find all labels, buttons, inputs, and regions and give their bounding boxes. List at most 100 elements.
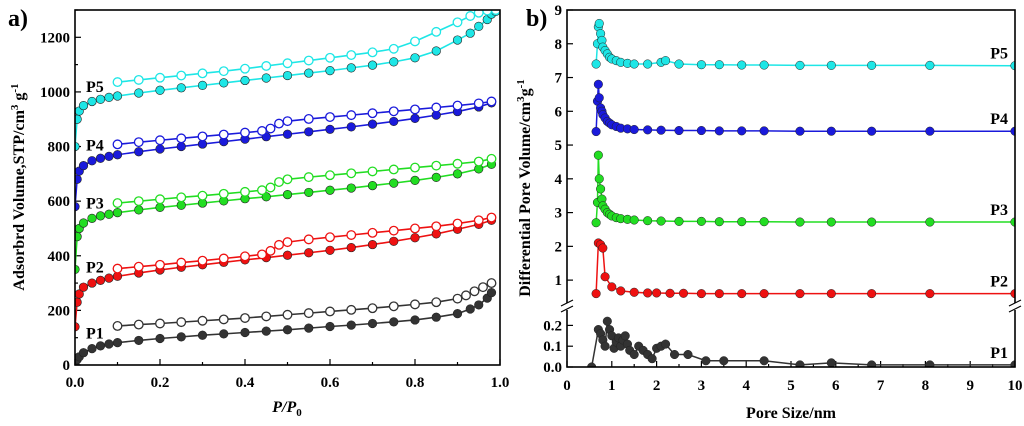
pore-line-p3 xyxy=(595,155,1015,223)
pore-line-p2 xyxy=(595,241,1015,295)
desorption-point-p3 xyxy=(112,198,123,209)
panel-b-y-tick-label: 8 xyxy=(555,37,563,53)
desorption-point-p4 xyxy=(325,112,335,122)
pore-point-p5 xyxy=(795,60,805,70)
desorption-point-p5 xyxy=(346,50,357,61)
adsorption-point-p5 xyxy=(304,68,314,78)
series-label-p3: P3 xyxy=(86,196,104,213)
panel-a-y-tick-label: 800 xyxy=(48,140,71,156)
panel-a-x-tick-label: 0.0 xyxy=(66,375,85,391)
series-p4 xyxy=(75,96,497,212)
adsorption-point-p4 xyxy=(389,116,399,127)
pore-point-p2 xyxy=(678,288,689,298)
pore-point-p1 xyxy=(867,360,877,367)
adsorption-point-p1 xyxy=(486,288,497,298)
pore-point-p1 xyxy=(925,360,935,367)
adsorption-point-p2 xyxy=(87,278,97,288)
adsorption-point-p5 xyxy=(197,80,208,90)
adsorption-point-p4 xyxy=(304,127,314,137)
adsorption-point-p3 xyxy=(75,232,82,242)
adsorption-point-p3 xyxy=(325,185,335,195)
adsorption-point-p2 xyxy=(75,322,80,332)
series-label-p2: P2 xyxy=(86,259,104,276)
panel-b-y-tick-label: 6 xyxy=(555,104,563,120)
pore-line-p4 xyxy=(595,84,1015,132)
panel-b-x-tick-label: 9 xyxy=(966,378,974,394)
pore-point-p1 xyxy=(719,356,729,366)
adsorption-point-p1 xyxy=(367,318,378,329)
pore-point-p3 xyxy=(674,216,684,226)
adsorption-point-p4 xyxy=(346,122,356,132)
desorption-point-p1 xyxy=(469,286,480,297)
pore-point-p5 xyxy=(661,56,671,66)
desorption-point-p1 xyxy=(112,321,123,331)
panel-b-x-tick-label: 3 xyxy=(698,378,706,394)
adsorption-point-p4 xyxy=(104,151,114,161)
desorption-point-p4 xyxy=(346,110,357,121)
panel-b-frame xyxy=(566,9,1016,368)
desorption-point-p1 xyxy=(282,309,293,320)
panel-a-x-tick-label: 1.0 xyxy=(491,375,510,391)
adsorption-point-p5 xyxy=(75,114,82,124)
panel-b-y-tick-label: 0.2 xyxy=(543,318,562,334)
pore-point-p2 xyxy=(652,288,662,298)
panel-b-y-tick-label: 9 xyxy=(555,3,563,19)
panel-a-label: a) xyxy=(8,6,28,32)
adsorption-point-p5 xyxy=(95,94,106,104)
pore-series-label-p5: P5 xyxy=(990,46,1008,63)
pore-series-label-p3: P3 xyxy=(990,202,1008,219)
desorption-point-p1 xyxy=(303,308,314,319)
series-label-p4: P4 xyxy=(86,138,104,155)
adsorption-point-p1 xyxy=(346,320,356,330)
adsorption-point-p5 xyxy=(176,83,186,93)
adsorption-point-p1 xyxy=(104,339,114,349)
adsorption-point-p1 xyxy=(465,304,475,314)
adsorption-point-p5 xyxy=(134,88,144,98)
desorption-point-p4 xyxy=(431,102,442,113)
desorption-point-p4 xyxy=(410,104,420,115)
pore-point-p3 xyxy=(596,184,606,194)
desorption-point-p5 xyxy=(176,70,187,81)
pore-point-p2 xyxy=(737,289,747,299)
desorption-point-p3 xyxy=(274,177,284,187)
pore-point-p4 xyxy=(925,126,935,136)
adsorption-point-p2 xyxy=(346,242,356,253)
panel-a-y-tick-label: 1000 xyxy=(40,85,70,101)
pore-point-p3 xyxy=(826,217,836,227)
adsorption-point-p1 xyxy=(474,300,484,310)
desorption-point-p1 xyxy=(367,303,378,314)
desorption-point-p4 xyxy=(176,133,187,144)
pore-point-p4 xyxy=(714,126,724,136)
adsorption-point-p2 xyxy=(282,250,293,260)
pore-point-p3 xyxy=(795,217,805,227)
pore-point-p3 xyxy=(594,174,604,184)
pore-point-p3 xyxy=(629,215,639,225)
adsorption-point-p3 xyxy=(104,209,114,219)
adsorption-point-p4 xyxy=(95,153,106,163)
desorption-point-p1 xyxy=(197,315,208,326)
desorption-point-p4 xyxy=(133,137,144,148)
desorption-point-p1 xyxy=(478,282,488,293)
pore-point-p5 xyxy=(594,18,604,29)
pore-point-p4 xyxy=(593,79,603,89)
pore-point-p1 xyxy=(587,362,597,367)
desorption-point-p4 xyxy=(218,129,229,140)
pore-point-p2 xyxy=(925,289,935,299)
pore-point-p1 xyxy=(701,356,711,366)
pore-point-p1 xyxy=(629,349,639,360)
desorption-point-p4 xyxy=(112,139,123,150)
adsorption-point-p1 xyxy=(134,335,144,346)
desorption-point-p2 xyxy=(367,227,378,238)
adsorption-point-p4 xyxy=(282,129,293,139)
adsorption-point-p3 xyxy=(87,213,97,223)
panel-b-x-tick-label: 4 xyxy=(742,378,750,394)
desorption-point-p3 xyxy=(197,190,208,201)
panel-b-y-tick-label: 0.1 xyxy=(543,339,562,355)
panel-b-ticks: 0 1 2 3 4 5 6 7 8 9 10 0.0 0.1 0.2 1 2 3 4 5 6 7 8 9 xyxy=(543,3,1022,394)
desorption-point-p5 xyxy=(218,66,229,77)
desorption-point-p4 xyxy=(303,114,314,124)
desorption-point-p4 xyxy=(274,118,284,129)
panel-b-x-tick-label: 7 xyxy=(877,378,885,394)
desorption-point-p3 xyxy=(431,160,442,171)
adsorption-point-p5 xyxy=(78,100,89,111)
